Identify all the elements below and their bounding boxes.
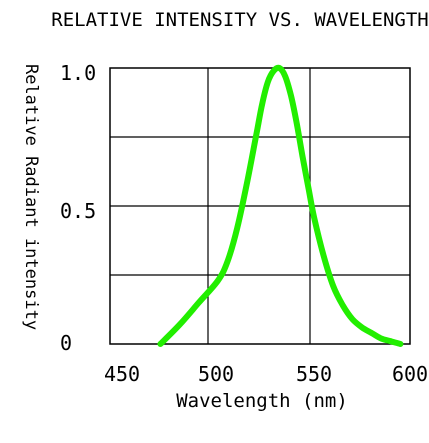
x-tick-label: 550 <box>296 362 332 386</box>
plot-frame <box>109 67 411 345</box>
y-axis-ticks: 0 0.5 1.0 <box>60 61 96 355</box>
series-line <box>157 64 404 347</box>
x-axis-label: Wavelength (nm) <box>176 390 348 412</box>
x-tick-label: 600 <box>392 362 428 386</box>
x-tick-label: 500 <box>198 362 234 386</box>
grid <box>110 68 410 344</box>
x-tick-label: 450 <box>104 362 140 386</box>
y-tick-label: 1.0 <box>60 61 96 85</box>
y-tick-label: 0 <box>60 331 72 355</box>
x-axis-ticks: 450 500 550 600 <box>104 362 428 386</box>
chart-title: RELATIVE INTENSITY VS. WAVELENGTH <box>51 9 429 31</box>
y-tick-label: 0.5 <box>60 199 96 223</box>
y-axis-label: Relative Radiant intensity <box>21 64 41 330</box>
